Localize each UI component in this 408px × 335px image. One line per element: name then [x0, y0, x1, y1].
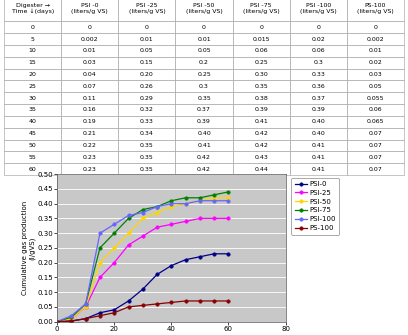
- Y-axis label: Cumulative gas production
(l/gVS): Cumulative gas production (l/gVS): [22, 201, 36, 295]
- PSI-100: [226, 199, 231, 203]
- PS-100: [197, 299, 202, 303]
- PSI-0: [126, 299, 131, 303]
- PSI-75: [55, 320, 60, 324]
- PSI-50: [169, 205, 174, 209]
- PS-100: [55, 320, 60, 324]
- PS-100: [155, 302, 160, 306]
- PSI-25: [183, 219, 188, 223]
- PSI-25: [212, 216, 217, 220]
- PSI-100: [212, 199, 217, 203]
- Legend: PSI-0, PSI-25, PSI-50, PSI-75, PSI-100, PS-100: PSI-0, PSI-25, PSI-50, PSI-75, PSI-100, …: [291, 178, 339, 234]
- PSI-50: [155, 210, 160, 214]
- PSI-100: [112, 222, 117, 226]
- PSI-50: [226, 196, 231, 200]
- PSI-0: [183, 258, 188, 262]
- PSI-50: [69, 317, 74, 321]
- PSI-0: [197, 255, 202, 259]
- PSI-100: [197, 199, 202, 203]
- PSI-25: [98, 275, 102, 279]
- PS-100: [169, 300, 174, 305]
- PSI-100: [69, 314, 74, 318]
- PSI-100: [126, 213, 131, 217]
- PSI-75: [197, 196, 202, 200]
- PSI-25: [112, 261, 117, 265]
- PSI-75: [155, 205, 160, 209]
- PS-100: [69, 319, 74, 323]
- PSI-25: [69, 317, 74, 321]
- PS-100: [98, 314, 102, 318]
- PSI-75: [140, 208, 145, 212]
- PSI-0: [55, 320, 60, 324]
- PSI-0: [140, 287, 145, 291]
- PSI-25: [83, 305, 88, 309]
- PSI-100: [140, 210, 145, 214]
- PS-100: [140, 304, 145, 308]
- PSI-50: [98, 261, 102, 265]
- Line: PSI-50: PSI-50: [55, 196, 230, 323]
- PSI-100: [169, 202, 174, 206]
- PSI-100: [55, 320, 60, 324]
- PS-100: [226, 299, 231, 303]
- PS-100: [212, 299, 217, 303]
- Line: PSI-100: PSI-100: [55, 199, 230, 323]
- PSI-50: [112, 246, 117, 250]
- PSI-0: [98, 311, 102, 315]
- PSI-25: [55, 320, 60, 324]
- PSI-0: [226, 252, 231, 256]
- PSI-75: [126, 216, 131, 220]
- PSI-100: [183, 202, 188, 206]
- PS-100: [83, 317, 88, 321]
- PSI-0: [155, 272, 160, 276]
- PSI-75: [98, 246, 102, 250]
- Line: PS-100: PS-100: [55, 299, 230, 323]
- PSI-0: [112, 308, 117, 312]
- PSI-75: [112, 231, 117, 235]
- PSI-50: [83, 305, 88, 309]
- PSI-75: [212, 193, 217, 197]
- PSI-25: [155, 225, 160, 229]
- PSI-25: [126, 243, 131, 247]
- PSI-100: [83, 302, 88, 306]
- PSI-75: [183, 196, 188, 200]
- PSI-0: [83, 317, 88, 321]
- PSI-0: [169, 264, 174, 268]
- PSI-0: [69, 319, 74, 323]
- PSI-50: [126, 231, 131, 235]
- PSI-25: [140, 234, 145, 238]
- PSI-50: [183, 202, 188, 206]
- PSI-75: [69, 315, 74, 319]
- Line: PSI-75: PSI-75: [55, 190, 230, 323]
- PSI-50: [140, 216, 145, 220]
- PSI-100: [155, 205, 160, 209]
- PSI-75: [226, 190, 231, 194]
- PSI-50: [55, 320, 60, 324]
- PSI-25: [226, 216, 231, 220]
- PSI-0: [212, 252, 217, 256]
- PSI-50: [212, 196, 217, 200]
- PS-100: [183, 299, 188, 303]
- Line: PSI-25: PSI-25: [55, 217, 230, 323]
- PS-100: [126, 305, 131, 309]
- PSI-25: [197, 216, 202, 220]
- PSI-75: [83, 302, 88, 306]
- PSI-50: [197, 199, 202, 203]
- PSI-25: [169, 222, 174, 226]
- Line: PSI-0: PSI-0: [55, 252, 230, 323]
- PSI-100: [98, 231, 102, 235]
- PSI-75: [169, 199, 174, 203]
- PS-100: [112, 311, 117, 315]
